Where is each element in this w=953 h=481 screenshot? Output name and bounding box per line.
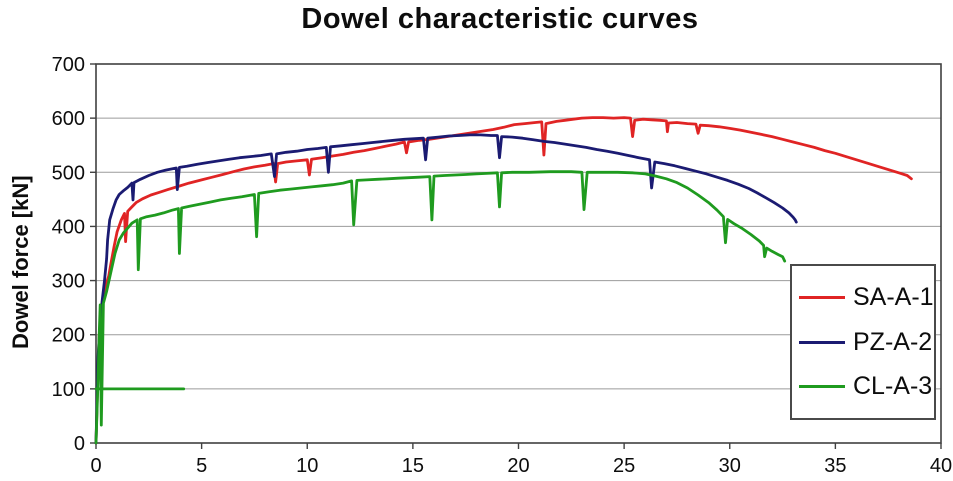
y-tick-label: 100 bbox=[52, 379, 85, 401]
y-tick-label: 500 bbox=[52, 162, 85, 184]
x-tick-label: 40 bbox=[930, 455, 952, 477]
x-tick-label: 20 bbox=[507, 455, 529, 477]
x-tick-label: 15 bbox=[402, 455, 424, 477]
curve-PZ-A-2 bbox=[94, 133, 798, 445]
legend-box: SA-A-1 PZ-A-2 CL-A-3 bbox=[790, 264, 936, 420]
legend-entry: CL-A-3 bbox=[792, 371, 934, 400]
chart-title: Dowel characteristic curves bbox=[301, 3, 699, 35]
x-tick-label: 25 bbox=[613, 455, 635, 477]
x-tick-label: 5 bbox=[196, 455, 207, 477]
series-line-swatch-red bbox=[799, 296, 845, 300]
x-tick-label: 0 bbox=[90, 455, 101, 477]
x-tick-label: 10 bbox=[296, 455, 318, 477]
y-tick-label: 300 bbox=[52, 271, 85, 293]
y-tick-label: 200 bbox=[52, 325, 85, 347]
y-tick-label: 600 bbox=[52, 108, 85, 130]
legend-entry: PZ-A-2 bbox=[792, 327, 934, 356]
y-tick-label: 0 bbox=[74, 433, 85, 455]
series-line-swatch-green bbox=[799, 384, 845, 388]
curve-CL-A-3 bbox=[94, 170, 787, 445]
series-line-swatch-blue bbox=[799, 340, 845, 344]
legend-entry: SA-A-1 bbox=[792, 285, 934, 310]
legend-label: CL-A-3 bbox=[853, 371, 933, 400]
x-tick-label: 30 bbox=[719, 455, 741, 477]
legend-label: SA-A-1 bbox=[853, 283, 934, 312]
y-tick-label: 700 bbox=[52, 54, 85, 76]
y-tick-label: 400 bbox=[52, 216, 85, 238]
legend-label: PZ-A-2 bbox=[853, 327, 933, 356]
x-tick-label: 35 bbox=[824, 455, 846, 477]
